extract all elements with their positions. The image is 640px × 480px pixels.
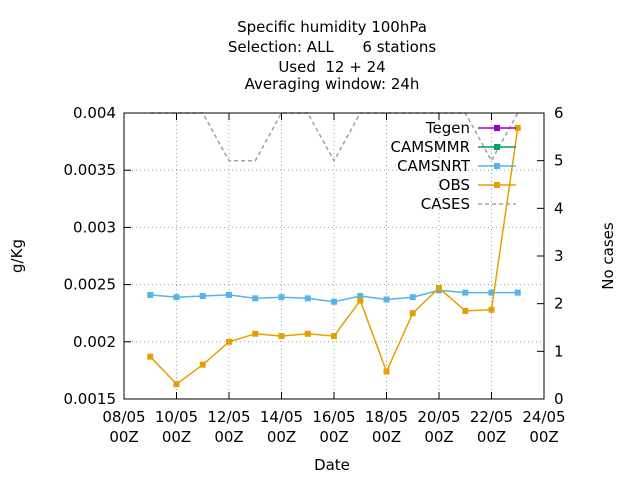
x-tick-label-time: 00Z	[162, 428, 191, 446]
y2-axis-label: No cases	[599, 222, 617, 290]
x-tick-label: 14/05	[260, 408, 303, 426]
data-point-camsnrt	[173, 294, 180, 301]
y-tick-label: 0.003	[73, 218, 116, 236]
data-point-obs	[488, 306, 495, 313]
series-line-cases	[150, 112, 519, 163]
x-tick-label: 18/05	[365, 408, 408, 426]
y2-tick-label: 2	[554, 295, 564, 313]
legend-marker-camsmmr	[494, 144, 500, 150]
x-tick-label-time: 00Z	[424, 428, 453, 446]
data-point-camsnrt	[252, 295, 259, 302]
x-tick-label: 20/05	[417, 408, 460, 426]
data-point-obs	[226, 338, 232, 345]
x-tick-label: 16/05	[312, 408, 355, 426]
axes: 0.0015 0.002 0.0025 0.003 0.0035 0.004 0 1 2 3 4 5 6…	[64, 104, 566, 446]
x-tick-label-time: 00Z	[214, 428, 243, 446]
title-line-2: Selection: ALL 6 stations	[228, 38, 436, 56]
title-line-4: Averaging window: 24h	[245, 75, 420, 93]
x-axis-label: Date	[314, 456, 350, 474]
y-tick-label: 0.002	[73, 333, 116, 351]
legend-marker-camsnrt	[494, 163, 500, 169]
x-tick-label-time: 00Z	[372, 428, 401, 446]
y2-tick-label: 5	[554, 152, 564, 170]
data-point-obs	[462, 307, 469, 314]
data-point-camsnrt	[357, 293, 364, 300]
y2-tick-label: 0	[554, 390, 564, 408]
data-point-obs	[331, 333, 337, 340]
x-tick-label: 10/05	[155, 408, 198, 426]
data-point-camsnrt	[409, 294, 416, 301]
y2-tick-label: 4	[554, 199, 564, 217]
y-tick-label: 0.0035	[64, 161, 117, 179]
grid-lines	[124, 113, 544, 399]
title-line-1: Specific humidity 100hPa	[237, 18, 427, 36]
data-point-camsnrt	[147, 291, 154, 298]
data-point-obs	[304, 330, 311, 337]
x-tick-label-time: 00Z	[319, 428, 348, 446]
y2-tick-label: 3	[554, 247, 564, 265]
y-axis-label: g/Kg	[8, 239, 26, 273]
legend-label-cases: CASES	[421, 195, 470, 213]
title-line-3: Used 12 + 24	[278, 58, 385, 76]
x-tick-label-time: 00Z	[529, 428, 558, 446]
data-point-obs	[436, 285, 442, 292]
data-point-obs	[199, 361, 206, 368]
legend-marker-tegen	[494, 125, 500, 131]
x-tick-label-time: 00Z	[477, 428, 506, 446]
series-layer	[147, 112, 521, 388]
plot-frame	[123, 112, 545, 400]
y-tick-label: 0.0025	[64, 276, 117, 294]
data-point-camsnrt	[226, 291, 232, 298]
legend-label-camsmmr: CAMSMMR	[390, 138, 470, 156]
data-point-obs	[383, 368, 390, 375]
data-point-obs	[278, 333, 285, 340]
data-point-obs	[147, 353, 154, 360]
x-tick-label: 12/05	[207, 408, 250, 426]
data-point-obs	[409, 310, 416, 317]
data-point-obs	[252, 330, 259, 337]
data-point-camsnrt	[488, 289, 495, 296]
data-point-camsnrt	[278, 294, 285, 301]
x-tick-label: 22/05	[470, 408, 513, 426]
data-point-obs	[514, 124, 521, 131]
data-point-camsnrt	[383, 296, 390, 303]
data-point-camsnrt	[304, 295, 311, 302]
legend-label-camsnrt: CAMSNRT	[397, 157, 471, 175]
data-point-camsnrt	[462, 289, 469, 296]
legend-label-obs: OBS	[439, 176, 470, 194]
y2-tick-label: 1	[554, 342, 564, 360]
data-point-camsnrt	[199, 293, 206, 300]
data-point-obs	[357, 297, 364, 304]
y-tick-label: 0.0015	[64, 390, 117, 408]
x-tick-label: 24/05	[522, 408, 565, 426]
data-point-obs	[173, 381, 180, 388]
x-tick-label: 08/05	[102, 408, 145, 426]
y-tick-label: 0.004	[73, 104, 116, 122]
x-tick-label-time: 00Z	[109, 428, 138, 446]
y2-tick-label: 6	[554, 104, 564, 122]
chart-title: Specific humidity 100hPa Selection: ALL …	[228, 18, 436, 93]
legend-label-tegen: Tegen	[425, 119, 470, 137]
data-point-camsnrt	[514, 289, 521, 296]
data-point-camsnrt	[331, 298, 337, 305]
x-tick-label-time: 00Z	[267, 428, 296, 446]
legend-marker-obs	[494, 182, 500, 188]
